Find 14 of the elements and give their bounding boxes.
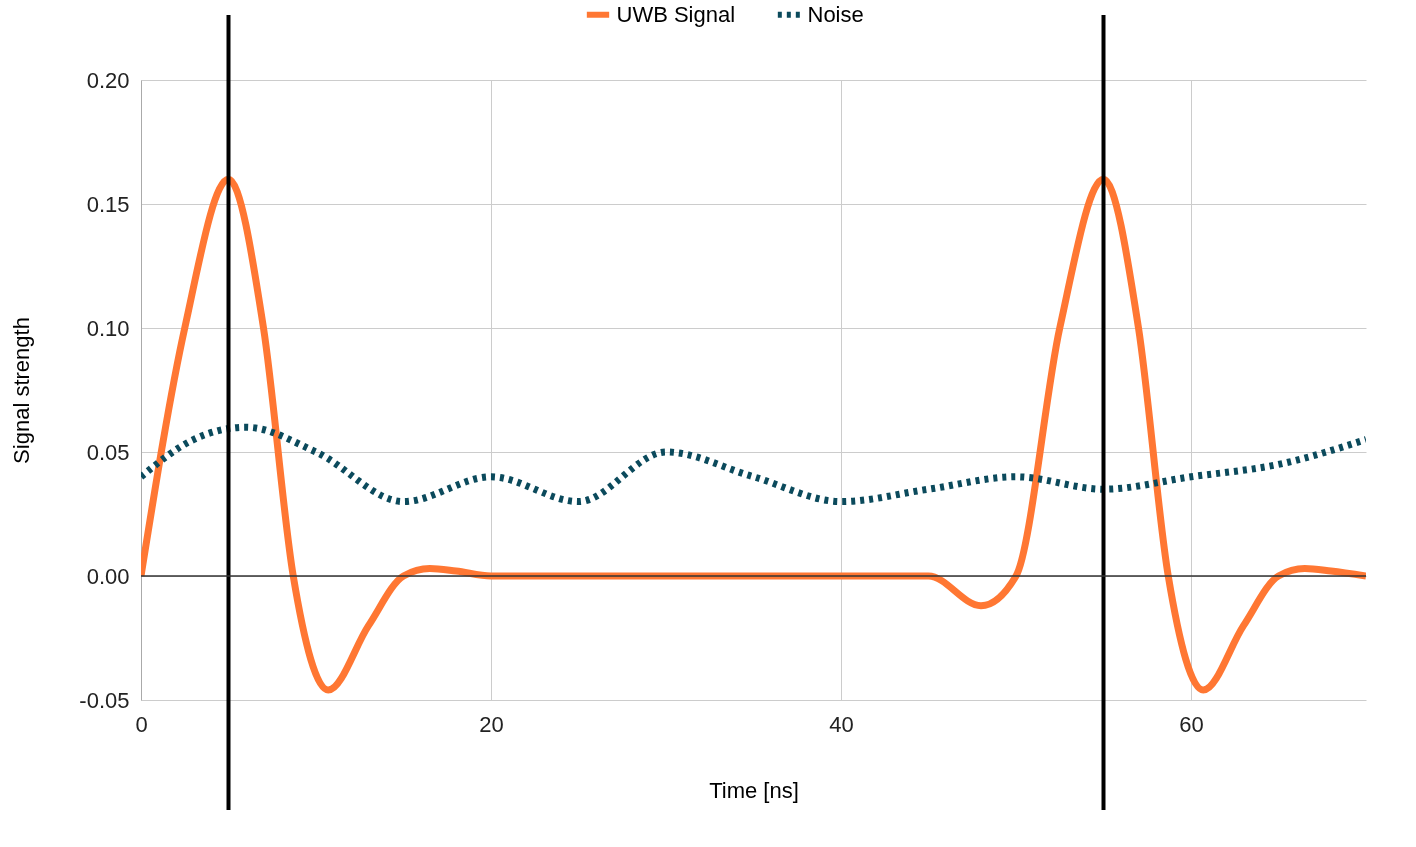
x-tick-label: 40 bbox=[829, 711, 854, 737]
y-tick-label: 0.15 bbox=[86, 191, 130, 217]
legend-label: Noise bbox=[807, 1, 864, 27]
y-tick-label: -0.05 bbox=[79, 687, 130, 713]
y-tick-label: 0.05 bbox=[86, 439, 130, 465]
x-tick-label: 20 bbox=[479, 711, 504, 737]
y-tick-label: 0.20 bbox=[86, 67, 130, 93]
y-axis-title: Signal strength bbox=[9, 317, 35, 464]
x-tick-label: 0 bbox=[135, 711, 148, 737]
y-tick-label: 0.10 bbox=[86, 315, 130, 341]
x-axis-title: Time [ns] bbox=[709, 777, 799, 803]
y-tick-label: 0.00 bbox=[86, 563, 130, 589]
x-tick-label: 60 bbox=[1179, 711, 1204, 737]
legend-label: UWB Signal bbox=[616, 1, 736, 27]
